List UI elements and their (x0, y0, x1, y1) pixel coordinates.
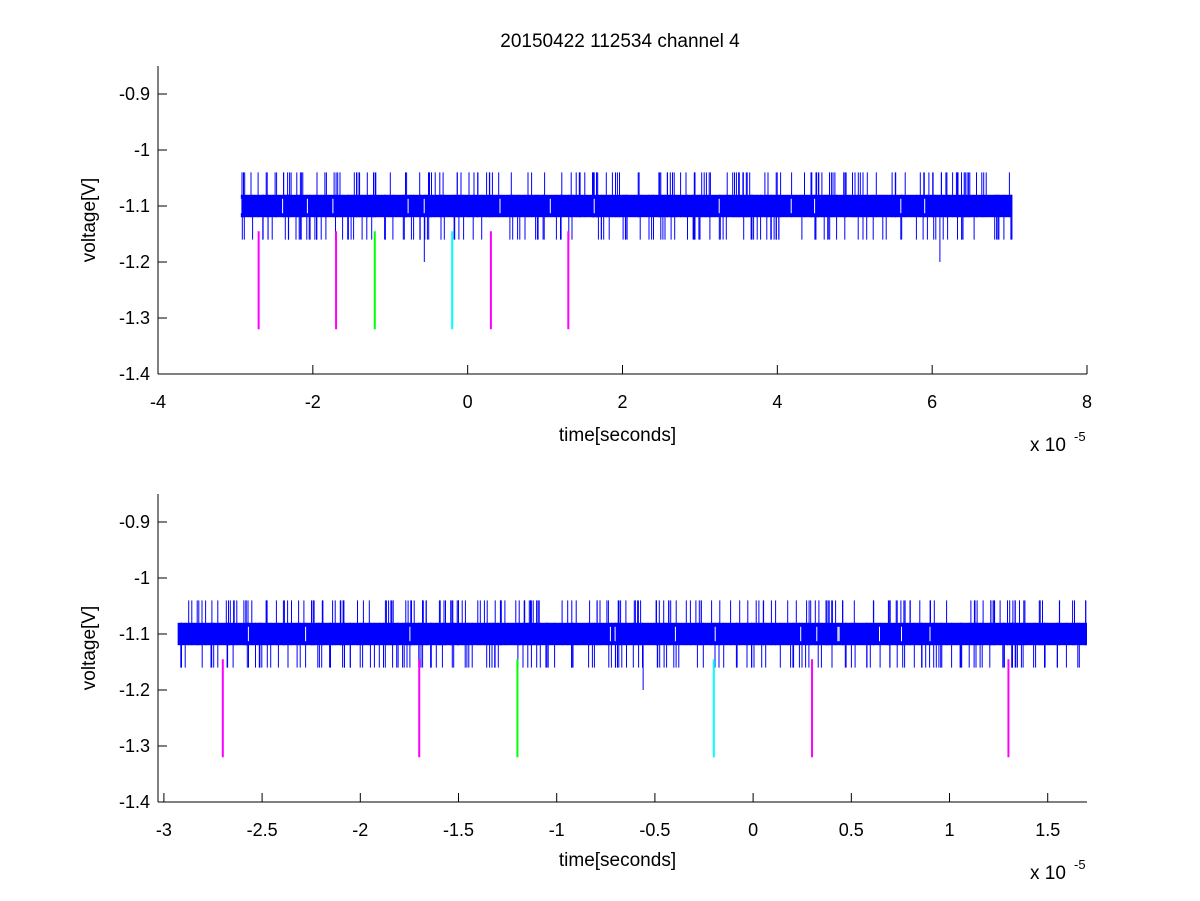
y-tick-label: -1.2 (119, 680, 150, 700)
y-tick-label: -1.4 (119, 792, 150, 812)
y-tick-label: -1.1 (119, 624, 150, 644)
y-tick-label: -0.9 (119, 512, 150, 532)
x-multiplier-label: x 10 (1030, 435, 1066, 456)
x-tick-label: -2 (352, 820, 368, 840)
top-panel: -1.4 -1.3 -1.2 -1.1 -1 -0.9 -4 -2 0 2 4 6 8 time[seco… (79, 66, 1092, 456)
x-tick-label: -1 (549, 820, 565, 840)
y-tick-label: -1.3 (119, 308, 150, 328)
y-tick-label: -1 (134, 140, 150, 160)
y-tick-label: -0.9 (119, 84, 150, 104)
x-tick-label: 0.5 (839, 820, 864, 840)
x-tick-label: 8 (1082, 392, 1092, 412)
x-axis-label: time[seconds] (559, 425, 676, 446)
y-axis-label: voltage[V] (79, 178, 100, 263)
y-tick-label: -1.1 (119, 196, 150, 216)
x-multiplier-label: x 10 (1030, 863, 1066, 884)
figure-title: 20150422 112534 channel 4 (500, 31, 740, 52)
x-tick-label: -3 (156, 820, 172, 840)
x-tick-label: 1 (945, 820, 955, 840)
y-tick-label: -1 (134, 568, 150, 588)
x-tick-label: 6 (927, 392, 937, 412)
y-tick-label: -1.4 (119, 364, 150, 384)
x-tick-label: -2 (305, 392, 321, 412)
x-axis-label: time[seconds] (559, 850, 676, 871)
x-tick-label: 0 (463, 392, 473, 412)
bottom-panel: -1.4 -1.3 -1.2 -1.1 -1 -0.9 -3 -2.5 -2 -1.5 -1 -0.5… (79, 494, 1087, 884)
x-tick-label: 4 (772, 392, 782, 412)
signal-trace (240, 172, 1013, 262)
x-tick-label: -4 (150, 392, 166, 412)
x-tick-label: 2 (617, 392, 627, 412)
x-tick-label: -1.5 (443, 820, 474, 840)
x-tick-label: 1.5 (1035, 820, 1060, 840)
x-tick-label: -0.5 (639, 820, 670, 840)
signal-trace (177, 600, 1087, 690)
y-tick-label: -1.2 (119, 252, 150, 272)
x-tick-label: -2.5 (247, 820, 278, 840)
y-axis-label: voltage[V] (79, 606, 100, 691)
x-multiplier-exponent: -5 (1074, 429, 1086, 444)
y-tick-label: -1.3 (119, 736, 150, 756)
x-tick-label: 0 (748, 820, 758, 840)
x-multiplier-exponent: -5 (1074, 857, 1086, 872)
signal-band (177, 622, 1087, 646)
